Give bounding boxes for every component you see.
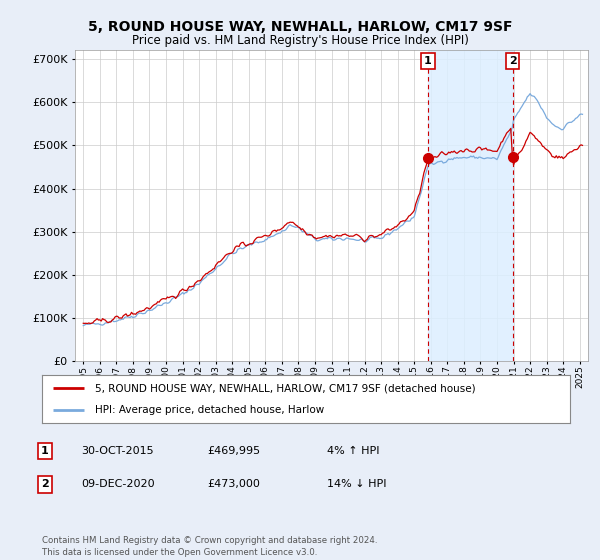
Text: 1: 1 [424, 56, 432, 66]
Text: 2: 2 [41, 479, 49, 489]
Text: Contains HM Land Registry data © Crown copyright and database right 2024.
This d: Contains HM Land Registry data © Crown c… [42, 536, 377, 557]
Text: £473,000: £473,000 [207, 479, 260, 489]
Text: £469,995: £469,995 [207, 446, 260, 456]
Text: 30-OCT-2015: 30-OCT-2015 [81, 446, 154, 456]
Text: 14% ↓ HPI: 14% ↓ HPI [327, 479, 386, 489]
Bar [428, 50, 512, 361]
Text: 5, ROUND HOUSE WAY, NEWHALL, HARLOW, CM17 9SF: 5, ROUND HOUSE WAY, NEWHALL, HARLOW, CM1… [88, 20, 512, 34]
Text: 1: 1 [41, 446, 49, 456]
Text: 5, ROUND HOUSE WAY, NEWHALL, HARLOW, CM17 9SF (detached house): 5, ROUND HOUSE WAY, NEWHALL, HARLOW, CM1… [95, 383, 475, 393]
Text: 4% ↑ HPI: 4% ↑ HPI [327, 446, 380, 456]
Text: HPI: Average price, detached house, Harlow: HPI: Average price, detached house, Harl… [95, 405, 324, 415]
Text: Price paid vs. HM Land Registry's House Price Index (HPI): Price paid vs. HM Land Registry's House … [131, 34, 469, 46]
Text: 09-DEC-2020: 09-DEC-2020 [81, 479, 155, 489]
Text: 2: 2 [509, 56, 517, 66]
